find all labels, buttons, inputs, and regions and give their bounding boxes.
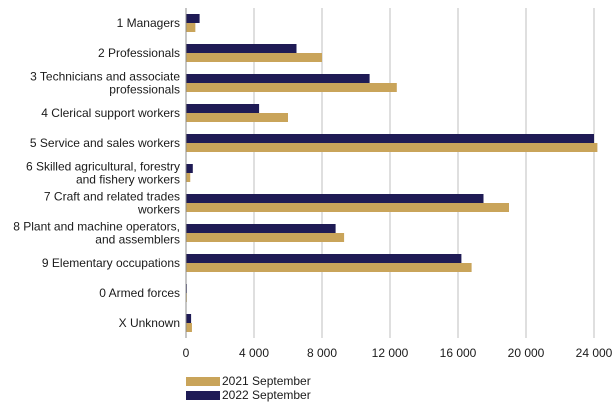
bar-2021 <box>186 173 191 182</box>
x-tick-label: 16 000 <box>440 346 477 360</box>
category-label-line: 0 Armed forces <box>99 286 180 300</box>
category-label-line: professionals <box>109 83 180 97</box>
bar-2022 <box>186 224 336 233</box>
bar-2021 <box>186 53 322 62</box>
legend-label-2022: 2022 September <box>222 388 311 402</box>
category-label-line: and assemblers <box>95 233 180 247</box>
bar-2021 <box>186 23 196 32</box>
bar-2022 <box>186 74 370 83</box>
category-label: X Unknown <box>119 316 180 330</box>
bar-2021 <box>186 323 192 332</box>
bar-2022 <box>186 194 484 203</box>
x-tick-label: 20 000 <box>508 346 545 360</box>
bar-2022 <box>186 314 192 323</box>
bar-2021 <box>186 83 397 92</box>
legend-swatch-2021 <box>186 376 220 386</box>
x-tick-labels: 0 4 000 8 000 12 000 16 000 20 000 24 000 <box>183 346 612 360</box>
category-label-line: 8 Plant and machine operators, <box>13 220 180 234</box>
bar-2021 <box>186 203 509 212</box>
category-label: 7 Craft and related trades workers <box>44 190 180 217</box>
bar-2022 <box>186 134 594 143</box>
x-tick-label: 8 000 <box>307 346 337 360</box>
bar-2022 <box>186 104 260 113</box>
x-tick-label: 4 000 <box>239 346 269 360</box>
category-label: 1 Managers <box>117 16 180 30</box>
category-label: 0 Armed forces <box>99 286 180 300</box>
legend: 2021 September 2022 September <box>186 374 386 402</box>
bar-2022 <box>186 44 297 53</box>
category-label-line: 5 Service and sales workers <box>30 136 180 150</box>
category-label: 2 Professionals <box>98 46 180 60</box>
category-label-line: workers <box>137 203 180 217</box>
bar-2021 <box>186 233 345 242</box>
category-label-line: 3 Technicians and associate <box>30 70 180 84</box>
category-label-line: 2 Professionals <box>98 46 180 60</box>
legend-label-2021: 2021 September <box>222 374 311 388</box>
bar-2022 <box>186 164 193 173</box>
legend-item-2021: 2021 September <box>186 374 386 388</box>
category-labels: 1 Managers 2 Professionals 3 Technicians a… <box>13 16 180 330</box>
category-label-line: 1 Managers <box>117 16 180 30</box>
category-label-line: 7 Craft and related trades <box>44 190 180 204</box>
category-label: 9 Elementary occupations <box>42 256 180 270</box>
bar-2022 <box>186 14 200 23</box>
legend-swatch-2022 <box>186 390 220 400</box>
bars <box>186 14 598 332</box>
bar-2021 <box>186 143 598 152</box>
category-label: 6 Skilled agricultural, forestry and fish… <box>26 160 180 187</box>
x-tick-label: 24 000 <box>576 346 612 360</box>
category-label: 5 Service and sales workers <box>30 136 180 150</box>
legend-item-2022: 2022 September <box>186 388 386 402</box>
bar-2021 <box>186 113 288 122</box>
category-label: 4 Clerical support workers <box>41 106 180 120</box>
category-label: 3 Technicians and associate professionals <box>30 70 180 97</box>
x-tick-label: 12 000 <box>372 346 409 360</box>
category-label-line: X Unknown <box>119 316 180 330</box>
category-label-line: 9 Elementary occupations <box>42 256 180 270</box>
category-label-line: and fishery workers <box>76 173 180 187</box>
category-label-line: 4 Clerical support workers <box>41 106 180 120</box>
category-label-line: 6 Skilled agricultural, forestry <box>26 160 180 174</box>
bar-2022 <box>186 254 462 263</box>
x-tick-label: 0 <box>183 346 190 360</box>
category-label: 8 Plant and machine operators, and assemb… <box>13 220 180 247</box>
gridlines <box>253 8 595 338</box>
bar-2021 <box>186 263 472 272</box>
